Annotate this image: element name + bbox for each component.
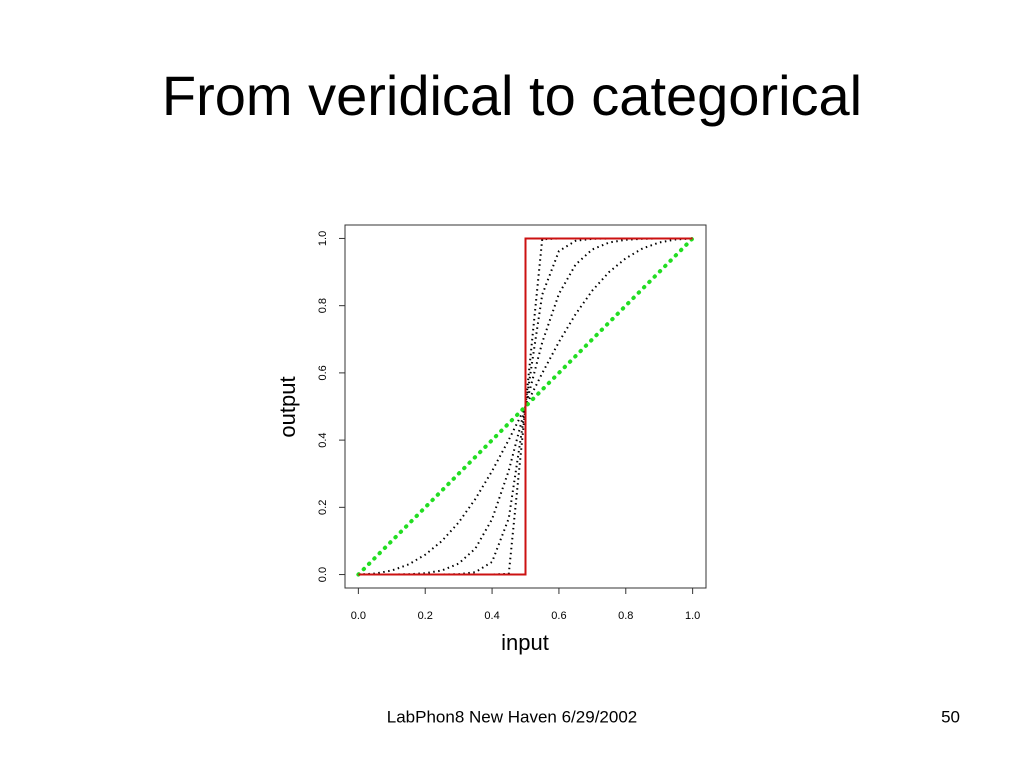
x-tick-label: 1.0 <box>685 610 700 622</box>
x-tick-label: 0.4 <box>484 610 499 622</box>
plot-frame <box>344 224 707 589</box>
series-line <box>358 237 693 576</box>
y-tick-label: 0.0 <box>317 567 329 582</box>
y-tick-label: 1.0 <box>317 231 329 246</box>
y-tick-label: 0.4 <box>317 432 329 447</box>
footer: LabPhon8 New Haven 6/29/2002 <box>387 707 637 726</box>
x-tick-label: 0.2 <box>418 610 433 622</box>
x-tick-label: 0.6 <box>551 610 566 622</box>
y-tick-label: 0.6 <box>317 365 329 380</box>
slide-title: From veridical to categorical <box>162 64 862 127</box>
page-number: 50 <box>941 707 960 726</box>
x-axis-label: input <box>501 630 549 655</box>
y-axis-label: output <box>275 376 300 437</box>
y-tick-label: 0.8 <box>317 298 329 313</box>
y-tick-label: 0.2 <box>317 500 329 515</box>
x-tick-label: 0.0 <box>351 610 366 622</box>
x-tick-label: 0.8 <box>618 610 633 622</box>
